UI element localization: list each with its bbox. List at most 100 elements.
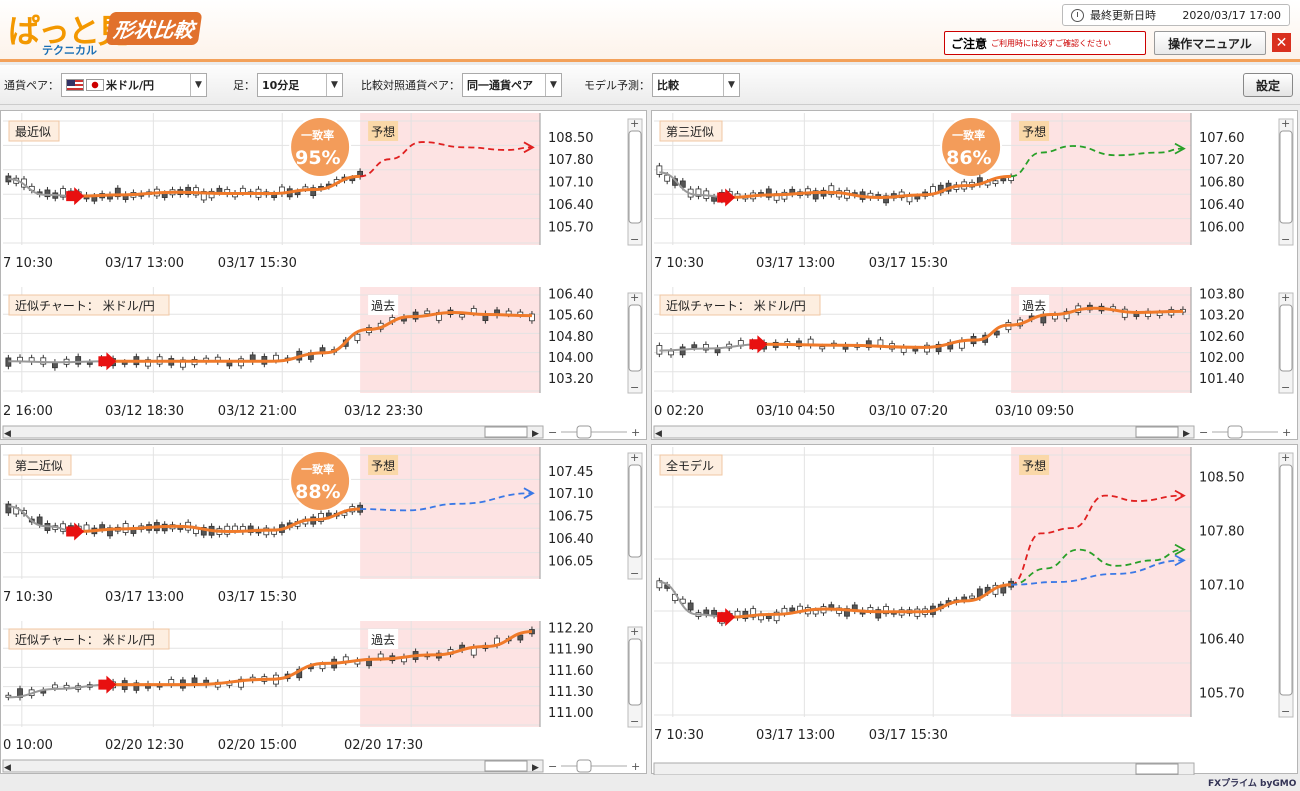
zoom-out-icon[interactable]: − [548,426,557,439]
scroll-left-icon[interactable]: ◀ [4,429,11,439]
vertical-zoom-thumb[interactable] [1279,130,1293,224]
panel-tag-box [368,121,399,141]
compare-pair-select[interactable]: 同一通貨ペア ▼ [462,72,562,97]
logo-sub-text: テクニカル [42,44,97,57]
candle-body [993,330,1000,336]
horizontal-scroll-thumb[interactable] [1135,426,1179,438]
zoom-in-icon[interactable]: + [1281,451,1290,464]
model-select[interactable]: 比較 ▼ [652,72,740,97]
zoom-in-icon[interactable]: + [631,426,640,439]
panel-title-box [659,294,821,316]
panel-title: 近似チャート： 米ドル/円 [15,299,155,313]
y-tick-label: 112.20 [548,621,594,636]
currency-pair-select[interactable]: 米ドル/円 ▼ [61,72,207,97]
x-tick-label: 03/10 09:50 [995,404,1074,419]
settings-button[interactable]: 設定 [1243,73,1293,97]
vertical-zoom-thumb[interactable] [1279,304,1293,372]
scroll-right-icon[interactable]: ▶ [1183,429,1190,439]
vertical-zoom-thumb[interactable] [1279,464,1293,696]
zoom-out-icon[interactable]: − [1281,233,1290,246]
x-tick-label: 02/20 12:30 [105,738,184,753]
close-icon[interactable]: ✕ [1272,33,1291,52]
zoom-in-icon[interactable]: + [630,117,639,130]
y-tick-label: 106.40 [548,532,594,547]
vertical-zoom-thumb[interactable] [628,130,642,224]
zoom-in-icon[interactable]: + [1282,426,1291,439]
candle-body [60,188,66,198]
horizontal-scroll-thumb[interactable] [484,760,528,772]
candle-body [819,346,826,350]
horizontal-scroll-track[interactable] [653,762,1195,776]
x-tick-label: 0 02:20 [654,404,704,419]
horizontal-scroll-track[interactable] [2,425,544,439]
scroll-right-icon[interactable]: ▶ [532,763,539,773]
scroll-right-icon[interactable]: ▶ [532,429,539,439]
zoom-slider-thumb[interactable] [1227,425,1243,439]
zoom-in-icon[interactable]: + [631,760,640,773]
zoom-out-icon[interactable]: − [1281,705,1290,718]
forecast-line-red [1010,494,1183,586]
panel-group-3: 107.60 107.20 106.80 106.40 106.00 7 10:30 03/… [651,110,1298,440]
y-tick-label: 105.70 [548,221,594,236]
candle-body [319,664,326,670]
zoom-in-icon[interactable]: + [1281,291,1290,304]
panel-group-1: 108.50 107.80 107.10 106.40 105.70 7 10:30 03/… [0,110,647,440]
zoom-out-icon[interactable]: − [1199,426,1208,439]
y-tick-label: 103.80 [1199,287,1245,302]
panel-tag-box [368,295,399,315]
vertical-zoom-thumb[interactable] [628,638,642,706]
chart-panel-p4: 103.80 103.20 102.60 102.00 101.40 0 02:20 03/… [654,287,1294,419]
candle-body [695,188,702,197]
y-tick-label: 111.90 [548,643,594,658]
y-tick-label: 106.75 [548,510,594,525]
zoom-out-icon[interactable]: − [630,381,639,394]
timeframe-select[interactable]: 10分足 ▼ [257,72,343,97]
forecast-line-blue [1011,559,1183,586]
vertical-zoom-thumb[interactable] [628,464,642,558]
forecast-arrow-icon [523,141,535,154]
scroll-left-icon[interactable]: ◀ [4,763,11,773]
horizontal-scroll-thumb[interactable] [484,426,528,438]
zoom-out-icon[interactable]: − [630,715,639,728]
panel-title-box [659,454,723,476]
candle-body [354,333,361,341]
horizontal-scroll-track[interactable] [2,759,544,773]
candle-body [812,190,819,200]
notice-button[interactable]: ご注意 ご利用時には必ずご確認ください [944,31,1146,55]
zoom-in-icon[interactable]: + [630,451,639,464]
x-tick-label: 03/10 07:20 [869,404,948,419]
horizontal-scroll-track[interactable] [653,425,1195,439]
candle-body [517,634,524,641]
y-tick-label: 111.30 [548,685,594,700]
horizontal-scroll-thumb[interactable] [1135,763,1179,775]
panel-tag: 予想 [1022,124,1046,139]
candle-body [679,180,686,188]
zoom-out-icon[interactable]: − [548,760,557,773]
zoom-slider-thumb[interactable] [576,759,592,773]
pattern-match-line [729,583,1012,619]
manual-button[interactable]: 操作マニュアル [1154,31,1266,55]
candle-body [1063,310,1070,320]
zoom-out-icon[interactable]: − [630,567,639,580]
forecast-arrow-icon [523,487,535,499]
y-tick-label: 106.80 [1199,176,1245,191]
toolbar: 通貨ペア： 米ドル/円 ▼ 足： 10分足 ▼ 比較対照通貨ペア： 同一通貨ペア… [0,65,1300,105]
zoom-in-icon[interactable]: + [630,291,639,304]
y-tick-label: 107.20 [1199,153,1245,168]
candle-body [75,356,82,365]
x-tick-label: 7 10:30 [3,256,53,271]
zoom-out-icon[interactable]: − [1281,381,1290,394]
match-rate-badge [289,116,352,178]
chart-panel-p7: 108.50 107.80 107.10 106.40 105.70 7 10:30 03/… [654,447,1294,743]
zoom-in-icon[interactable]: + [1281,117,1290,130]
zoom-in-icon[interactable]: + [630,625,639,638]
panel-title: 近似チャート： 米ドル/円 [666,299,806,313]
zoom-out-icon[interactable]: − [630,233,639,246]
compare-pair-label: 比較対照通貨ペア： [361,78,460,92]
timeframe-value: 10分足 [262,78,300,92]
zoom-slider-thumb[interactable] [576,425,592,439]
x-tick-label: 03/17 13:00 [756,728,835,743]
scroll-left-icon[interactable]: ◀ [655,429,662,439]
vertical-zoom-thumb[interactable] [628,304,642,372]
x-tick-label: 03/17 13:00 [756,256,835,271]
